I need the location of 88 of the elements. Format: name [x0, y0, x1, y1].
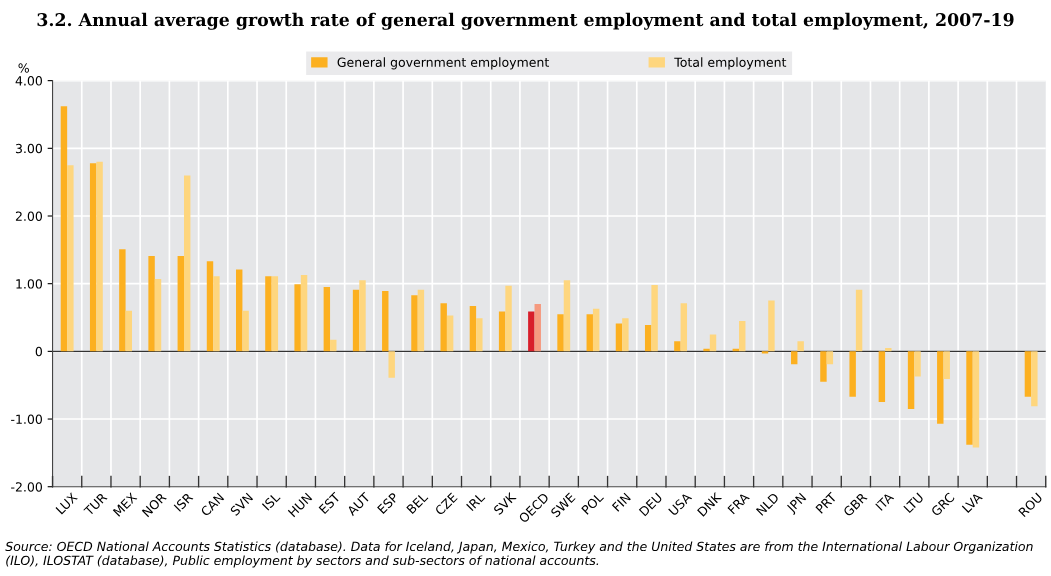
bar — [184, 175, 191, 352]
bar — [271, 276, 279, 352]
bar — [300, 274, 308, 352]
bar — [557, 314, 564, 352]
y-tick-label: -1.00 — [11, 414, 42, 424]
bar — [885, 347, 892, 352]
bar — [615, 323, 623, 352]
bar — [148, 255, 155, 352]
x-tick-label: POL — [581, 491, 605, 515]
bar — [937, 351, 944, 424]
bar — [206, 261, 214, 352]
bar — [440, 303, 447, 352]
bar — [265, 276, 272, 352]
bar — [761, 351, 769, 354]
bar — [236, 269, 243, 352]
x-tick-label: IRL — [466, 491, 486, 512]
bar — [476, 318, 483, 352]
bar — [914, 351, 921, 377]
bar — [411, 295, 418, 352]
y-tick-label: 3.00 — [15, 143, 42, 154]
source-note: Source: OECD National Accounts Statistics (database). Data for Iceland, Japan, Mexico, Turkey and the United States are from the International Labour Organization (ILO), ILOSTAT (database), Public employment by sectors and sub-sectors of national accounts. — [5, 541, 1033, 568]
bar — [498, 311, 506, 352]
bar — [125, 310, 133, 352]
bar — [849, 351, 856, 397]
x-tick-label: ITA — [875, 491, 895, 511]
bar — [359, 280, 366, 352]
bar — [791, 351, 798, 365]
bar — [388, 351, 395, 378]
bar — [323, 287, 331, 352]
bar — [528, 311, 535, 352]
legend-label: General government employment — [337, 57, 549, 70]
x-tick-label: BEL — [406, 491, 429, 514]
y-tick-label: 4.00 — [15, 76, 42, 86]
bar — [60, 106, 68, 352]
y-tick-label: 2.00 — [15, 211, 42, 221]
bar — [586, 314, 593, 352]
bar — [592, 308, 600, 352]
x-tick-label: LTU — [903, 492, 924, 514]
bar — [943, 351, 950, 380]
x-tick-label: TUR — [83, 492, 108, 517]
bar — [154, 278, 162, 352]
bar — [382, 291, 389, 352]
legend-label: Total employment — [674, 57, 787, 70]
bar — [242, 310, 249, 352]
bar — [768, 300, 775, 352]
bar — [213, 276, 220, 352]
chart-title: 3.2. Annual average growth rate of general government employment and total employment, 2007-19 — [37, 12, 1014, 30]
bar — [966, 351, 973, 445]
bar — [826, 351, 834, 365]
bar — [651, 285, 658, 352]
y-tick-label: 1.00 — [16, 279, 42, 289]
x-tick-label: ISR — [173, 491, 194, 512]
bar — [89, 163, 97, 352]
bar — [1031, 351, 1038, 407]
x-tick-label: USA — [668, 491, 693, 516]
x-tick-label: FIN — [611, 492, 631, 512]
bar — [505, 285, 512, 352]
bar — [119, 249, 126, 352]
bar — [674, 341, 681, 352]
bar — [563, 280, 571, 352]
bar — [878, 351, 886, 403]
y-tick-label: -2.00 — [11, 482, 42, 492]
bar — [1024, 351, 1032, 397]
bar — [644, 324, 652, 352]
bar — [739, 320, 746, 352]
y-axis-title: % — [18, 63, 29, 73]
bar — [96, 161, 103, 352]
bar — [709, 334, 717, 352]
x-tick-label: FRA — [727, 491, 750, 515]
bar — [534, 303, 541, 352]
x-tick-label: ESP — [376, 492, 400, 515]
bar — [294, 284, 301, 352]
bar — [67, 165, 74, 352]
bar — [622, 318, 629, 352]
bar — [446, 315, 454, 352]
bar — [680, 303, 688, 352]
bar — [352, 289, 360, 352]
bar — [855, 289, 863, 352]
bar — [177, 255, 184, 352]
x-tick-label: ISL — [261, 491, 281, 511]
bar — [907, 351, 915, 409]
y-tick-label: 0 — [35, 346, 42, 357]
bar — [972, 351, 980, 448]
bar — [797, 341, 804, 352]
bar — [820, 351, 827, 382]
bar — [417, 289, 425, 352]
x-tick-label: LVA — [961, 491, 983, 513]
bar — [469, 306, 477, 352]
